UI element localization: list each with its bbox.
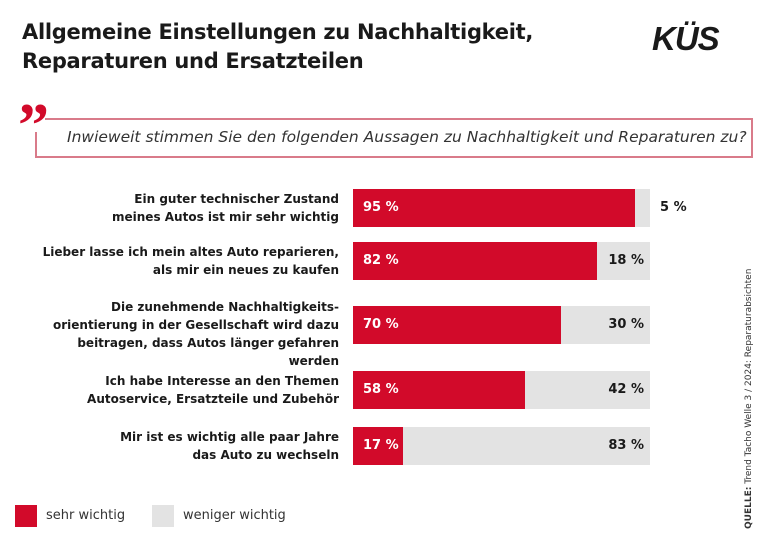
survey-question: Inwieweit stimmen Sie den folgenden Auss… — [67, 128, 747, 146]
category-label: Ein guter technischer Zustand meines Auto… — [39, 190, 339, 226]
source-label: QUELLE: — [744, 486, 754, 529]
category-label-line: Ich habe Interesse an den Themen — [105, 374, 339, 388]
value-label-weniger-wichtig: 30 % — [608, 317, 644, 332]
bar-sehr-wichtig — [353, 371, 526, 409]
category-label-line: Die zunehmende Nachhaltigkeits- — [111, 300, 339, 314]
kues-logo: KÜS — [652, 20, 720, 57]
value-label-sehr-wichtig: 95 % — [363, 200, 399, 215]
value-label-weniger-wichtig: 83 % — [608, 438, 644, 453]
category-label-line: meines Autos ist mir sehr wichtig — [112, 210, 339, 224]
value-label-weniger-wichtig: 18 % — [608, 253, 644, 268]
category-label: Lieber lasse ich mein altes Auto reparie… — [39, 243, 339, 279]
bar-sehr-wichtig — [353, 427, 404, 465]
source-note: QUELLE: Trend Tacho Welle 3 / 2024: Repa… — [744, 269, 754, 529]
value-label-sehr-wichtig: 17 % — [363, 438, 399, 453]
frame-line — [45, 118, 752, 120]
category-label-line: Mir ist es wichtig alle paar Jahre — [120, 430, 339, 444]
category-label-line: beitragen, dass Autos länger gefahren we… — [77, 336, 339, 368]
value-label-weniger-wichtig: 42 % — [608, 382, 644, 397]
value-label-sehr-wichtig: 70 % — [363, 317, 399, 332]
bar-sehr-wichtig — [353, 306, 561, 344]
legend-swatch-weniger-wichtig — [152, 505, 174, 527]
category-label-line: Lieber lasse ich mein altes Auto reparie… — [42, 245, 339, 259]
category-label: Die zunehmende Nachhaltigkeits-orientier… — [39, 298, 339, 370]
category-label-line: das Auto zu wechseln — [192, 448, 339, 462]
category-label: Ich habe Interesse an den Themen Autoserv… — [39, 372, 339, 408]
frame-line — [751, 118, 753, 158]
legend-label-sehr-wichtig: sehr wichtig — [46, 508, 126, 523]
value-label-sehr-wichtig: 82 % — [363, 253, 399, 268]
category-label-line: Ein guter technischer Zustand — [134, 192, 339, 206]
quote-icon: ” — [18, 92, 49, 160]
legend-swatch-sehr-wichtig — [15, 505, 37, 527]
frame-line — [35, 156, 753, 158]
category-label-line: als mir ein neues zu kaufen — [152, 263, 339, 277]
bar-sehr-wichtig — [353, 242, 597, 280]
bar-sehr-wichtig — [353, 189, 636, 227]
value-label-sehr-wichtig: 58 % — [363, 382, 399, 397]
page-title: Allgemeine Einstellungen zu Nachhaltigke… — [22, 18, 533, 76]
category-label-line: Autoservice, Ersatzteile und Zubehör — [87, 392, 339, 406]
title-line-2: Reparaturen und Ersatzteilen — [22, 49, 364, 73]
category-label: Mir ist es wichtig alle paar Jahre das Au… — [39, 428, 339, 464]
legend-label-weniger-wichtig: weniger wichtig — [183, 508, 286, 523]
frame-line — [35, 132, 37, 158]
title-line-1: Allgemeine Einstellungen zu Nachhaltigke… — [22, 20, 534, 44]
category-label-line: orientierung in der Gesellschaft wird da… — [52, 318, 339, 332]
value-label-weniger-wichtig: 5 % — [660, 200, 687, 215]
source-text: Trend Tacho Welle 3 / 2024: Reparaturabs… — [744, 268, 754, 487]
